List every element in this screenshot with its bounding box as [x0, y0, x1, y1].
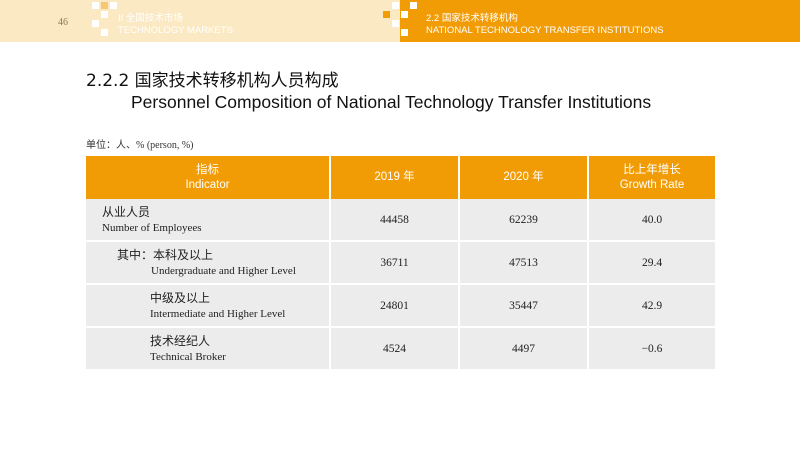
- row-label-en: Technical Broker: [150, 350, 226, 363]
- cell-growth: 42.9: [588, 284, 715, 328]
- cell-2020: 35447: [459, 284, 589, 328]
- cell-2019: 4524: [330, 327, 460, 371]
- page-title-cn: 2.2.2 国家技术转移机构人员构成: [86, 71, 339, 91]
- row-label-cn: 其中：本科及以上: [117, 247, 214, 262]
- header-right-section: 2.2 国家技术转移机构 NATIONAL TECHNOLOGY TRANSFE…: [426, 13, 664, 37]
- header-indicator-cn: 指标: [196, 163, 219, 176]
- page-number: 46: [58, 17, 68, 28]
- row-label-cn: 中级及以上: [150, 290, 211, 305]
- row-label: 从业人员 Number of Employees: [86, 199, 331, 242]
- header-left-section-en: TECHNOLOGY MARKETS: [118, 25, 233, 36]
- header-left-band: [0, 0, 400, 42]
- row-label-en: Undergraduate and Higher Level: [151, 264, 296, 277]
- row-label: 中级及以上 Intermediate and Higher Level: [86, 284, 331, 328]
- header-left-section: II 全国技术市场 TECHNOLOGY MARKETS: [118, 13, 233, 37]
- cell-2019: 44458: [330, 199, 460, 242]
- row-label-en: Intermediate and Higher Level: [150, 307, 286, 320]
- row-label-en: Number of Employees: [102, 221, 202, 234]
- cell-2020: 47513: [459, 241, 589, 285]
- header-growth-cn: 比上年增长: [623, 163, 681, 176]
- cell-2019: 24801: [330, 284, 460, 328]
- header-2019: 2019 年: [330, 156, 460, 199]
- table-header-row: 指标 Indicator 2019 年 2020 年 比上年增长 Growth …: [86, 156, 715, 199]
- cell-2020: 62239: [459, 199, 589, 242]
- header-growth-en: Growth Rate: [619, 178, 685, 191]
- table-row: 中级及以上 Intermediate and Higher Level 2480…: [86, 284, 715, 328]
- header-growth: 比上年增长 Growth Rate: [588, 156, 715, 199]
- cell-growth: 29.4: [588, 241, 715, 285]
- row-label: 其中：本科及以上 Undergraduate and Higher Level: [86, 241, 331, 285]
- header-indicator: 指标 Indicator: [86, 156, 331, 199]
- cell-growth: 40.0: [588, 199, 715, 242]
- cell-growth: −0.6: [588, 327, 715, 371]
- header-indicator-en: Indicator: [185, 178, 230, 191]
- cell-2020: 4497: [459, 327, 589, 371]
- header-right-band: [400, 0, 800, 42]
- table-row: 其中：本科及以上 Undergraduate and Higher Level …: [86, 241, 715, 285]
- header-left-section-cn: II 全国技术市场: [118, 13, 183, 24]
- header-right-section-cn: 2.2 国家技术转移机构: [426, 13, 518, 24]
- table-row: 从业人员 Number of Employees 44458 62239 40.…: [86, 199, 715, 242]
- row-label-cn: 从业人员: [102, 204, 151, 219]
- row-label-cn: 技术经纪人: [150, 333, 211, 348]
- personnel-table: 指标 Indicator 2019 年 2020 年 比上年增长 Growth …: [86, 156, 715, 371]
- table-row: 技术经纪人 Technical Broker 4524 4497 −0.6: [86, 327, 715, 371]
- page-title-en: Personnel Composition of National Techno…: [131, 92, 652, 112]
- header-right-section-en: NATIONAL TECHNOLOGY TRANSFER INSTITUTION…: [426, 25, 664, 36]
- header-2020: 2020 年: [459, 156, 589, 199]
- row-label: 技术经纪人 Technical Broker: [86, 327, 331, 371]
- cell-2019: 36711: [330, 241, 460, 285]
- unit-note: 单位：人、% (person, %): [86, 140, 194, 151]
